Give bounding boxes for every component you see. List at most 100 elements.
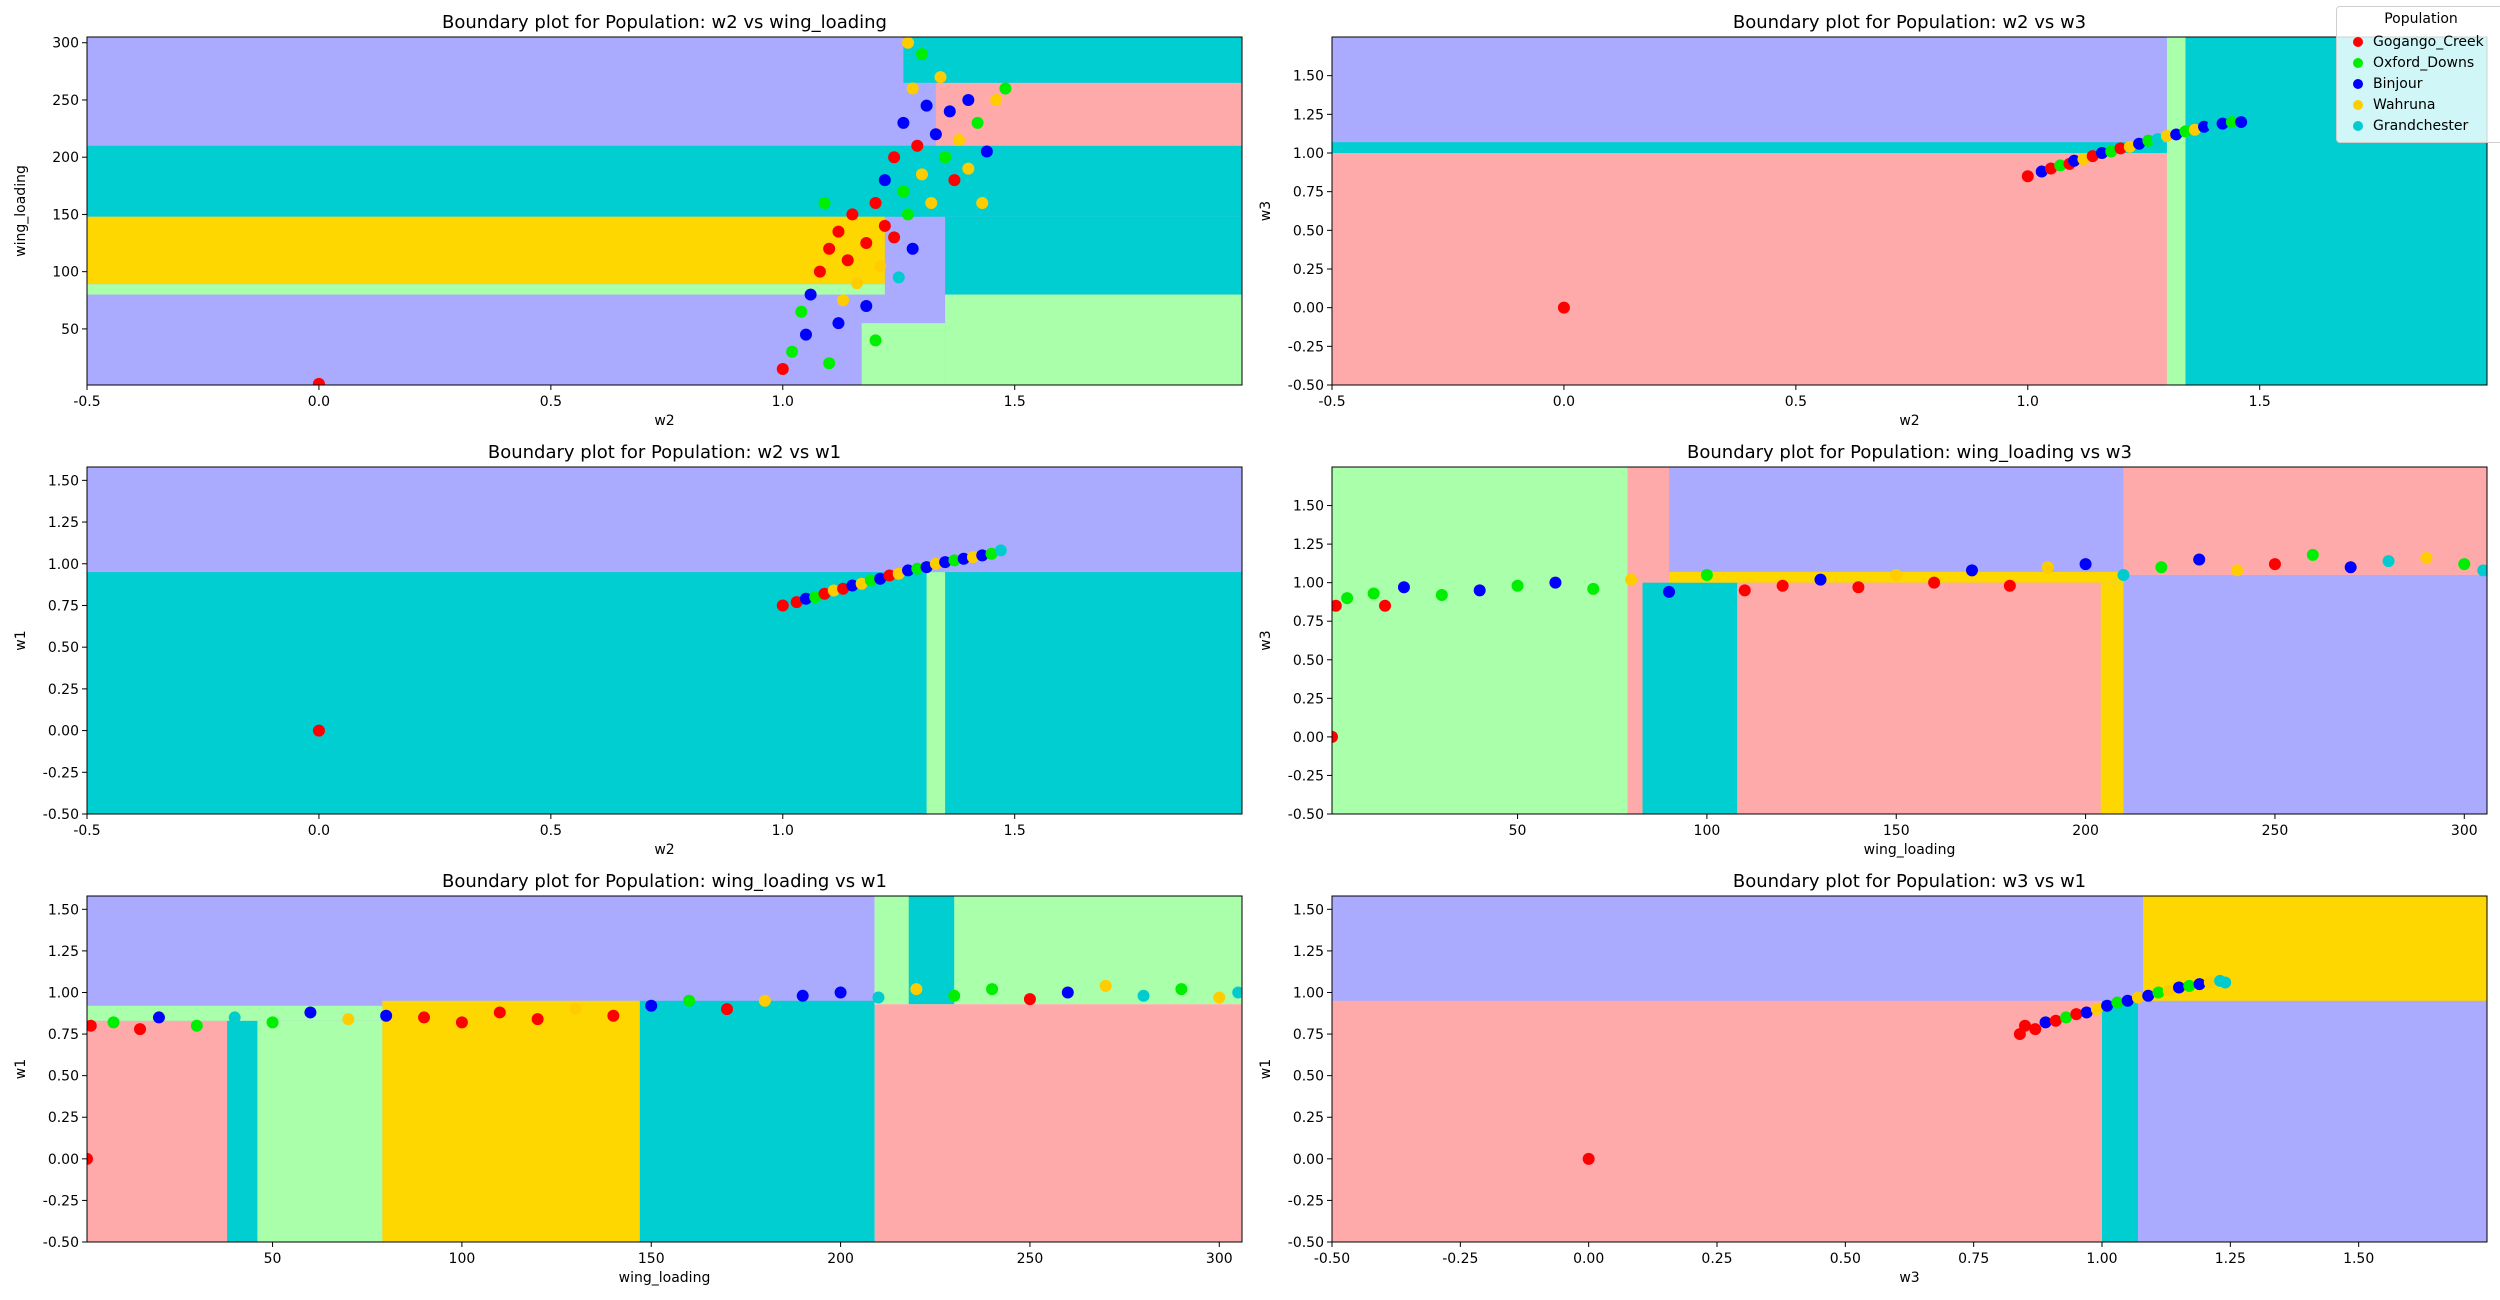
data-point xyxy=(897,185,910,198)
x-tick-label: 1.5 xyxy=(2249,394,2271,410)
y-tick-label: 1.00 xyxy=(48,985,79,1001)
data-point xyxy=(2219,976,2232,989)
data-point xyxy=(832,225,845,238)
data-point xyxy=(569,1003,582,1016)
data-point xyxy=(645,999,658,1012)
data-point xyxy=(107,1016,120,1029)
data-point xyxy=(869,196,882,209)
x-tick-label: -0.50 xyxy=(1314,1251,1350,1267)
data-point xyxy=(2142,989,2155,1002)
data-point xyxy=(2121,994,2134,1007)
y-tick-label: 1.25 xyxy=(1293,944,1324,960)
x-tick-label: 1.5 xyxy=(1004,394,1026,410)
y-tick-label: 1.25 xyxy=(48,515,79,531)
x-tick-label: 300 xyxy=(1206,1251,1233,1267)
subplot-3: Boundary plot for Population: w2 vs w1 -0… xyxy=(13,442,1243,858)
data-point xyxy=(380,1009,393,1022)
data-point xyxy=(455,1016,468,1029)
y-tick-label: 1.00 xyxy=(48,557,79,573)
data-point xyxy=(342,1013,355,1026)
data-point xyxy=(902,37,915,49)
decision-region xyxy=(1332,153,2167,385)
subplot-4: Boundary plot for Population: wing_loadi… xyxy=(1258,442,2488,858)
data-point xyxy=(872,991,885,1004)
data-point xyxy=(957,552,970,565)
data-point xyxy=(827,584,840,597)
data-point xyxy=(911,562,924,575)
data-point xyxy=(837,582,850,595)
y-tick-label: 50 xyxy=(61,322,79,338)
decision-region xyxy=(639,1000,875,1242)
data-point xyxy=(860,300,873,313)
legend-label: Binjour xyxy=(2373,75,2423,92)
x-tick-label: 200 xyxy=(827,1251,854,1267)
data-point xyxy=(864,574,877,587)
x-axis-label: w2 xyxy=(1899,413,1919,429)
y-tick-label: -0.50 xyxy=(43,1235,79,1251)
legend-item: Gogango_Creek xyxy=(2345,31,2497,52)
data-point xyxy=(915,168,928,181)
axes-frame xyxy=(86,36,1243,386)
data-point xyxy=(776,599,789,612)
data-point xyxy=(1341,592,1354,605)
data-point xyxy=(906,82,919,95)
data-point xyxy=(929,128,942,141)
data-point xyxy=(818,196,831,209)
x-tick-label: 1.5 xyxy=(1004,823,1026,839)
data-point xyxy=(2070,1008,2083,1021)
decision-region xyxy=(87,1020,228,1242)
data-point xyxy=(902,208,915,221)
legend-title: Population xyxy=(2384,11,2458,27)
data-point xyxy=(2041,561,2054,574)
decision-region xyxy=(87,284,885,295)
data-point xyxy=(1332,599,1342,612)
data-point xyxy=(888,231,901,244)
data-point xyxy=(823,357,836,370)
legend-label: Gogango_Creek xyxy=(2373,33,2484,50)
y-tick-label: 1.50 xyxy=(1293,902,1324,918)
data-point xyxy=(1511,579,1524,592)
data-point xyxy=(2203,976,2216,989)
data-point xyxy=(2105,145,2118,158)
data-point xyxy=(1890,568,1903,581)
y-axis-label: w3 xyxy=(1258,630,1274,650)
y-tick-label: 150 xyxy=(52,207,79,223)
data-point xyxy=(837,294,850,307)
decision-region xyxy=(1332,467,1628,814)
decision-region xyxy=(1642,582,1738,814)
data-point xyxy=(846,579,859,592)
x-tick-label: -0.5 xyxy=(73,823,100,839)
decision-region xyxy=(2123,574,2487,814)
decision-region xyxy=(227,1020,258,1242)
data-point xyxy=(846,208,859,221)
x-tick-label: 0.0 xyxy=(308,394,330,410)
data-point xyxy=(2035,165,2048,178)
data-point xyxy=(2183,979,2196,992)
data-point xyxy=(2235,116,2248,129)
axes-frame xyxy=(1331,36,2488,386)
y-tick-label: 1.00 xyxy=(1293,985,1324,1001)
data-point xyxy=(134,1023,147,1036)
data-point xyxy=(939,151,952,164)
data-point xyxy=(2382,555,2395,568)
y-tick-label: 1.00 xyxy=(1293,576,1324,592)
data-point xyxy=(2152,986,2165,999)
data-point xyxy=(855,577,868,590)
data-point xyxy=(2021,170,2034,183)
data-point xyxy=(2477,564,2487,577)
data-point xyxy=(902,564,915,577)
y-tick-label: 1.25 xyxy=(1293,537,1324,553)
data-point xyxy=(2117,568,2130,581)
y-tick-label: 0.50 xyxy=(1293,1069,1324,1085)
y-tick-label: 0.75 xyxy=(48,1027,79,1043)
y-tick-label: 0.00 xyxy=(1293,1152,1324,1168)
data-point xyxy=(1137,989,1150,1002)
data-point xyxy=(2188,123,2201,136)
data-point xyxy=(823,242,836,255)
data-point xyxy=(874,259,887,272)
y-tick-label: 200 xyxy=(52,150,79,166)
decision-region xyxy=(2123,467,2487,575)
data-point xyxy=(2111,996,2124,1009)
data-point xyxy=(920,99,933,112)
decision-region xyxy=(2166,37,2186,385)
